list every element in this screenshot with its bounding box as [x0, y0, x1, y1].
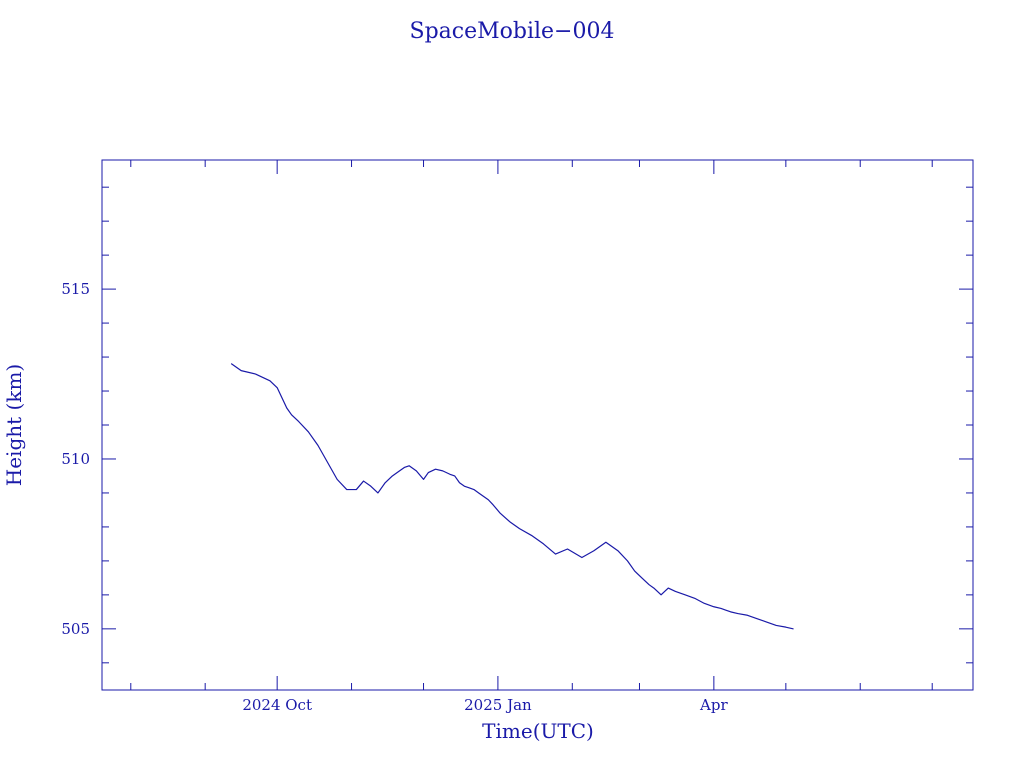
x-axis-label: Time(UTC): [482, 719, 594, 743]
y-tick-label: 515: [61, 280, 90, 298]
x-tick-label: Apr: [699, 696, 728, 714]
series-line-0: [230, 363, 794, 630]
series-layer: [230, 363, 794, 630]
y-axis-ticks: 505 510 515: [61, 186, 973, 664]
x-axis-ticks: 2024 Oct 2025 Jan Apr: [130, 160, 933, 714]
x-tick-label: 2024 Oct: [242, 696, 312, 714]
y-tick-label: 505: [61, 620, 90, 638]
y-tick-label: 510: [61, 450, 90, 468]
plot-frame: [101, 159, 974, 691]
x-tick-label: 2025 Jan: [464, 696, 532, 714]
y-axis-label: Height (km): [2, 364, 26, 486]
chart-title: SpaceMobile−004: [410, 19, 615, 44]
